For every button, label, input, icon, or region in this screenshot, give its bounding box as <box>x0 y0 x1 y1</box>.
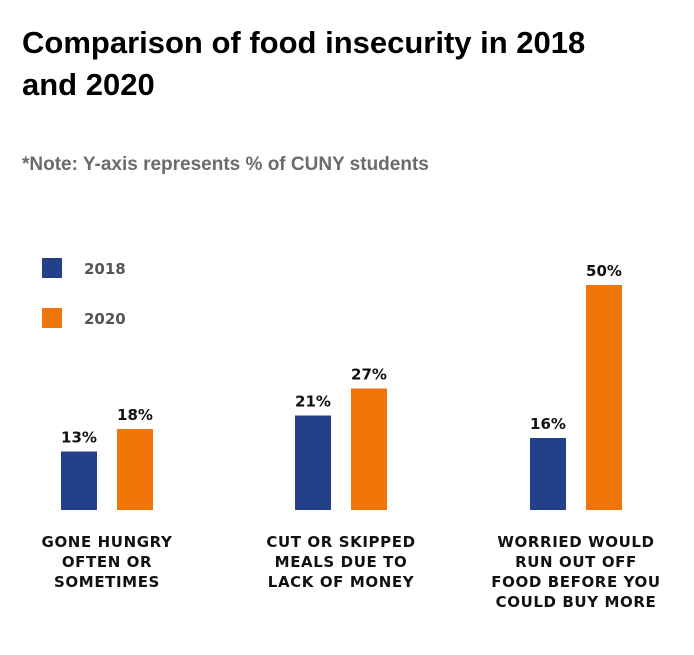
bar-2020-3 <box>586 285 622 510</box>
legend-label-2018: 2018 <box>84 260 126 278</box>
bar-2018-1 <box>61 451 97 510</box>
data-label-2018-3: 16% <box>530 415 566 433</box>
data-label-2018-1: 13% <box>61 429 97 447</box>
legend-label-2020: 2020 <box>84 310 126 328</box>
legend: 2018 2020 <box>42 258 126 328</box>
bar-2018-2 <box>295 415 331 510</box>
data-label-2018-2: 21% <box>295 393 331 411</box>
chart-subtitle: *Note: Y-axis represents % of CUNY stude… <box>22 154 429 175</box>
legend-swatch-2020 <box>42 308 62 328</box>
chart-title: Comparison of food insecurity in 2018 an… <box>22 25 586 102</box>
category-label-3: WORRIED WOULD RUN OUT OFF FOOD BEFORE YOU C… <box>491 533 660 611</box>
bars: 13% 18% 21% 27% 16% 50% <box>61 262 622 510</box>
bar-2020-1 <box>117 429 153 510</box>
category-label-1: GONE HUNGRY OFTEN OR SOMETIMES <box>42 533 173 591</box>
bar-2020-2 <box>351 388 387 510</box>
data-label-2020-2: 27% <box>351 366 387 384</box>
category-label-2: CUT OR SKIPPED MEALS DUE TO LACK OF MONEY <box>266 533 415 591</box>
category-labels: GONE HUNGRY OFTEN OR SOMETIMES CUT OR SKIPP… <box>42 533 661 611</box>
legend-swatch-2018 <box>42 258 62 278</box>
data-label-2020-1: 18% <box>117 406 153 424</box>
bar-2018-3 <box>530 438 566 510</box>
data-label-2020-3: 50% <box>586 262 622 280</box>
